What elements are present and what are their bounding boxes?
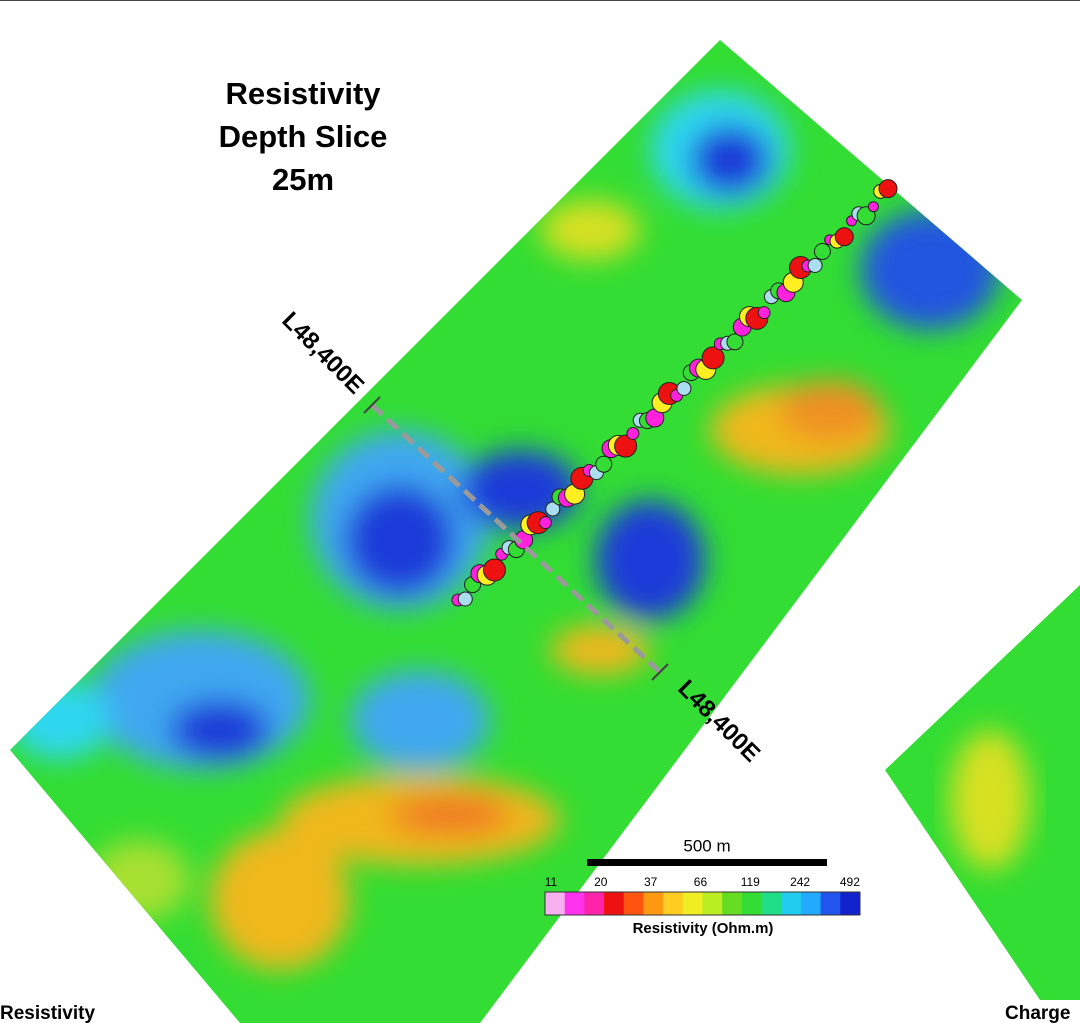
colorbar-cell <box>584 892 605 915</box>
legend-tick-label: 242 <box>790 875 810 889</box>
colorbar-cell <box>800 892 822 915</box>
drill-collars <box>451 179 898 607</box>
legend-tick-label: 119 <box>741 875 760 889</box>
colorbar-cell <box>741 892 763 915</box>
collar <box>867 201 879 213</box>
collar <box>538 516 552 530</box>
colorbar-cell <box>781 892 802 915</box>
title-line: 25m <box>272 162 334 197</box>
colorbar-cell <box>663 892 684 915</box>
collar <box>457 591 473 607</box>
legend-tick-label: 37 <box>644 875 658 889</box>
colorbar-cell <box>840 892 861 915</box>
collar <box>834 227 854 247</box>
scale-bar <box>587 859 827 866</box>
collar <box>676 380 692 396</box>
colorbar-cell <box>643 892 664 915</box>
collar <box>757 306 771 320</box>
title-line: Resistivity <box>225 76 381 111</box>
legend-tick-label: 492 <box>840 875 860 889</box>
colorbar-cell <box>604 892 625 915</box>
collar <box>482 558 506 582</box>
legend-tick-label: 66 <box>694 875 708 889</box>
legend-tick-label: 11 <box>545 875 558 889</box>
title-line: Depth Slice <box>219 119 388 154</box>
colorbar-cell <box>682 892 703 915</box>
colorbar-cell <box>702 892 723 915</box>
collar <box>545 501 561 517</box>
footer-label: Charge <box>1005 1003 1070 1023</box>
colorbar-frame <box>544 891 861 916</box>
legend-tick-label: 20 <box>594 875 608 889</box>
section-line <box>370 403 662 674</box>
colorbar-cell <box>564 892 585 915</box>
collar <box>701 346 725 370</box>
colorbar-cell <box>722 892 743 915</box>
legend-title: Resistivity (Ohm.m) <box>633 920 774 937</box>
section-tick <box>363 396 381 414</box>
collar <box>813 242 831 260</box>
collar <box>595 455 613 473</box>
collar <box>614 434 638 458</box>
section-label: L48,400E <box>276 307 369 400</box>
colorbar-cell <box>545 892 566 915</box>
collar <box>807 257 823 273</box>
section-tick <box>651 663 669 681</box>
colorbar: 11 20 37 66 119 242 492 <box>544 875 861 916</box>
footer-label: Resistivity <box>0 1003 95 1023</box>
scale-label: 500 m <box>683 836 730 855</box>
collar <box>626 426 640 440</box>
colorbar-cell <box>761 892 782 915</box>
colorbar-cell <box>820 892 841 915</box>
collar <box>726 333 744 351</box>
collar <box>878 179 898 199</box>
chargeability-grid <box>885 585 1080 1000</box>
colorbar-cell <box>623 892 644 915</box>
